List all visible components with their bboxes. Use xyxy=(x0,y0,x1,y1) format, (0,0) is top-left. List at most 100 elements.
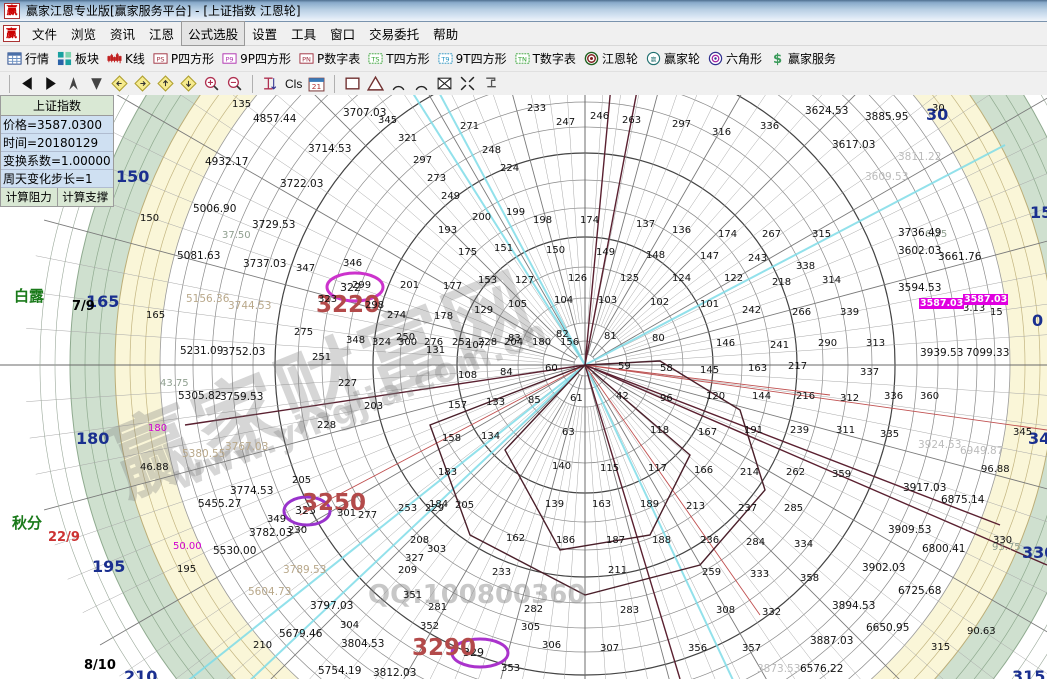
ring-number-166: 166 xyxy=(694,465,714,476)
price-label-4932: 4932.17 xyxy=(205,156,249,168)
ring-number-213: 213 xyxy=(686,501,706,512)
toolbar-button-winner-service[interactable]: $ 赢家服务 xyxy=(767,48,841,70)
hexagon-icon xyxy=(708,51,723,66)
menu-item-trade[interactable]: 交易委托 xyxy=(369,27,420,42)
ring-number-321: 321 xyxy=(398,133,418,144)
band-degree-315: 315 xyxy=(931,642,951,653)
menu-item-file[interactable]: 文件 xyxy=(32,27,58,42)
ring-number-157: 157 xyxy=(448,400,468,411)
diamond-down-icon[interactable] xyxy=(180,75,197,92)
ring-number-313: 313 xyxy=(866,338,886,349)
toolbar-button-p-number-table[interactable]: PN P数字表 xyxy=(296,48,365,70)
ring-number-304: 304 xyxy=(340,620,360,631)
ring-number-306: 306 xyxy=(542,640,562,651)
ring-number-186: 186 xyxy=(556,535,576,546)
ring-number-308: 308 xyxy=(716,605,736,616)
ring-number-146: 146 xyxy=(716,338,736,349)
ring-number-200: 200 xyxy=(472,212,492,223)
diamond-left-icon[interactable] xyxy=(111,75,128,92)
menu-item-settings[interactable]: 设置 xyxy=(252,27,278,42)
diamond-right-icon[interactable] xyxy=(134,75,151,92)
solar-term-qiufen-label: 秋分 xyxy=(12,514,43,532)
red-angle-lines xyxy=(299,364,1047,616)
ring-number-249: 249 xyxy=(441,191,461,202)
menu-item-help[interactable]: 帮助 xyxy=(433,27,459,42)
ring-number-334: 334 xyxy=(794,539,814,550)
menu-bar: 赢 文件 浏览 资讯 江恩 公式选股 设置 工具 窗口 交易委托 帮助 xyxy=(0,21,1047,46)
price-label-3707: 3707.03 xyxy=(343,107,387,119)
ring-number-82: 82 xyxy=(556,329,569,340)
ring-number-233b: 233 xyxy=(492,567,512,578)
ring-number-30: 30 xyxy=(932,103,945,114)
ring-number-137: 137 xyxy=(636,219,656,230)
value-tick-4375: 43.75 xyxy=(160,378,189,389)
gann-info-panel[interactable]: 上证指数 价格=3587.0300 时间=20180129 变换系数=1.000… xyxy=(0,95,114,207)
annotation-value-3220: 3220 xyxy=(316,292,381,318)
menu-item-tools[interactable]: 工具 xyxy=(291,27,317,42)
toolbar-button-t-number-table[interactable]: TN T数字表 xyxy=(512,48,581,70)
ring-number-84: 84 xyxy=(500,367,513,378)
ring-number-224: 224 xyxy=(500,163,520,174)
ring-number-229: 229 xyxy=(425,503,445,514)
cyan-angle-lines xyxy=(188,95,1006,679)
toolbar-button-winner-wheel[interactable]: 赢 赢家轮 xyxy=(643,48,705,70)
price-label-3782: 3782.03 xyxy=(249,527,293,539)
menu-item-formula-stock-picking[interactable]: 公式选股 xyxy=(181,21,246,46)
ring-number-332: 332 xyxy=(762,607,782,618)
band-degree-150: 150 xyxy=(140,213,160,224)
ring-number-167: 167 xyxy=(698,427,718,438)
ring-number-252: 252 xyxy=(452,337,472,348)
menu-item-gann[interactable]: 江恩 xyxy=(149,27,175,42)
toolbar-label-winner-wheel: 赢家轮 xyxy=(663,52,700,66)
toolbar-button-9p-square[interactable]: P9 9P四方形 xyxy=(219,48,296,70)
up-cone-icon[interactable] xyxy=(65,75,82,92)
ring-number-127: 127 xyxy=(515,275,535,286)
pin-tool-icon[interactable] xyxy=(482,75,499,92)
zoom-out-icon[interactable] xyxy=(226,75,243,92)
toolbar-button-9t-square[interactable]: T9 9T四方形 xyxy=(435,48,512,70)
down-cone-icon[interactable] xyxy=(88,75,105,92)
zoom-in-icon[interactable] xyxy=(203,75,220,92)
ring-number-183: 183 xyxy=(438,467,458,478)
toolbar-button-gann-wheel[interactable]: 江恩轮 xyxy=(581,48,643,70)
menu-item-window[interactable]: 窗口 xyxy=(330,27,356,42)
toolbar-button-sector[interactable]: 板块 xyxy=(54,48,104,70)
ring-number-336b: 336 xyxy=(884,391,904,402)
triangle-tool-icon[interactable] xyxy=(367,75,385,92)
price-label-3924: 3924.53 xyxy=(918,439,962,451)
toolbar-button-quotes[interactable]: 行情 xyxy=(4,48,54,70)
toolbar-label-sector: 板块 xyxy=(75,52,100,66)
menu-item-news[interactable]: 资讯 xyxy=(110,27,136,42)
value-tick-15: 15 xyxy=(990,307,1003,318)
price-label-3873: 3873.53 xyxy=(757,663,801,675)
toolbar-button-t-square[interactable]: TS T四方形 xyxy=(365,48,434,70)
crossed-box-tool-icon[interactable] xyxy=(436,75,453,92)
calc-resistance-button[interactable]: 计算阻力 xyxy=(1,188,58,206)
diamond-up-icon[interactable] xyxy=(157,75,174,92)
band-degree-330: 330 xyxy=(993,535,1013,546)
toolbar-button-hexagon[interactable]: 六角形 xyxy=(705,48,767,70)
menu-item-browse[interactable]: 浏览 xyxy=(71,27,97,42)
solar-term-bailu-date: 7/9 xyxy=(72,299,95,314)
next-arrow-icon[interactable] xyxy=(42,75,59,92)
ring-number-303: 303 xyxy=(427,544,447,555)
shrink-tool-icon[interactable] xyxy=(459,75,476,92)
toolbar-label-hexagon: 六角形 xyxy=(725,52,762,66)
toolbar-button-kline[interactable]: K线 xyxy=(104,48,150,70)
info-row-factor: 变换系数=1.00000 xyxy=(1,152,113,170)
prev-arrow-icon[interactable] xyxy=(19,75,36,92)
gann-wheel-chart[interactable]: 上证指数 价格=3587.0300 时间=20180129 变换系数=1.000… xyxy=(0,95,1047,679)
calc-support-button[interactable]: 计算支撑 xyxy=(57,188,113,206)
ring-number-337: 337 xyxy=(860,367,880,378)
price-label-3902: 3902.03 xyxy=(862,562,906,574)
arc-left-tool-icon[interactable] xyxy=(390,75,407,92)
calendar-icon[interactable]: 21 xyxy=(308,75,325,92)
vertical-scale-icon[interactable] xyxy=(262,75,279,92)
ring-number-178: 178 xyxy=(434,311,454,322)
ring-number-208: 208 xyxy=(410,535,430,546)
toolbar-button-p-square[interactable]: PS P四方形 xyxy=(150,48,219,70)
cls-label[interactable]: Cls xyxy=(285,76,303,91)
arc-right-tool-icon[interactable] xyxy=(413,75,430,92)
ring-number-253: 253 xyxy=(398,503,418,514)
rectangle-tool-icon[interactable] xyxy=(344,75,361,92)
